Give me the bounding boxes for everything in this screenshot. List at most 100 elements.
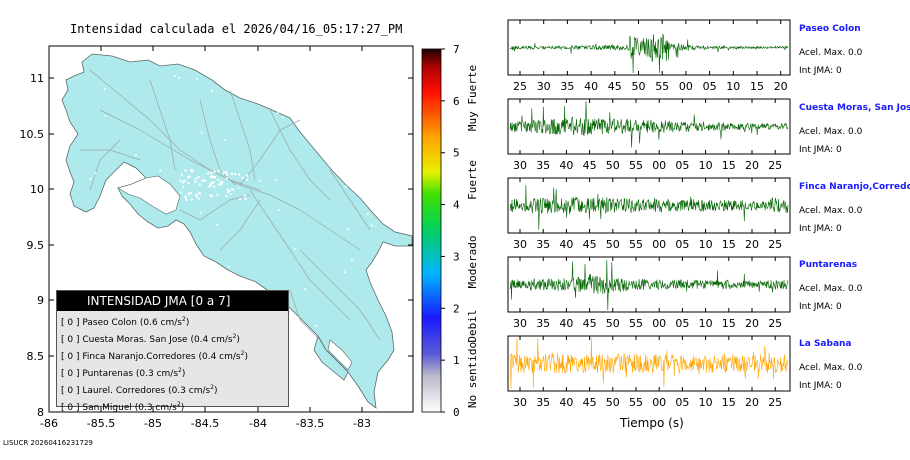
station-name: Paseo Colon (799, 24, 861, 34)
city-dot (226, 188, 229, 191)
osa-peninsula (313, 334, 349, 381)
time-tick-label: 05 (675, 317, 689, 330)
city-dot (203, 179, 206, 182)
footer-id: LISUCR 20260416231729 (3, 439, 93, 447)
seismogram-trace (509, 185, 789, 230)
city-dot (243, 194, 247, 197)
city-dot (185, 198, 188, 201)
city-dot (182, 181, 185, 184)
station-max-acceleration: Acel. Max. 0.0 (799, 206, 863, 216)
time-tick-label: 40 (559, 159, 573, 172)
city-dot (184, 169, 187, 172)
station-jma-intensity: Int JMA: 0 (799, 66, 842, 76)
seismogram-trace (509, 100, 789, 148)
city-dot (231, 188, 234, 191)
lon-tick-label: -83 (353, 417, 371, 430)
legend-value: (0.3 cm/s (168, 386, 211, 396)
time-tick-label: 30 (513, 238, 527, 251)
city-dot (199, 211, 202, 214)
station-jma-intensity: Int JMA: 0 (799, 224, 842, 234)
city-dot (213, 175, 217, 179)
time-tick-label: 45 (583, 396, 597, 409)
city-dot (350, 258, 353, 261)
lon-tick-label: -83.5 (296, 417, 324, 430)
station-name: Cuesta Moras, San Jose (799, 103, 910, 113)
golfo-dulce (327, 339, 353, 371)
station-max-acceleration: Acel. Max. 0.0 (799, 127, 863, 137)
city-dot (245, 178, 249, 181)
time-tick-label: 45 (583, 159, 597, 172)
time-tick-label: 05 (703, 80, 717, 93)
legend-station: Paseo Colon (82, 318, 137, 328)
colorbar-tick-label: 5 (453, 147, 460, 160)
colorbar-category-label: Moderado (466, 236, 479, 289)
legend-unit-exponent: 2 (182, 316, 186, 323)
city-dot (347, 228, 350, 231)
colorbar-category-label: No sentido (466, 342, 479, 408)
city-dot (228, 189, 231, 193)
seismogram-trace (509, 337, 789, 390)
city-dot (187, 192, 190, 195)
city-dot (103, 88, 106, 91)
city-dot (225, 173, 229, 176)
city-dot (94, 172, 97, 175)
city-dot (344, 185, 347, 188)
lat-tick-label: 8.5 (27, 350, 45, 363)
city-dot (208, 185, 211, 188)
city-dot (188, 175, 191, 178)
city-dot (258, 179, 261, 182)
time-tick-label: 30 (513, 159, 527, 172)
time-tick-label: 45 (583, 238, 597, 251)
city-dot (214, 275, 217, 278)
legend-close: ) (236, 335, 240, 345)
time-tick-label: 30 (513, 396, 527, 409)
lon-tick-label: -85.5 (87, 417, 115, 430)
x-axis-label: Tiempo (s) (620, 416, 684, 430)
legend-level: [ 0 ] (61, 369, 80, 379)
city-dot (225, 177, 229, 180)
city-dot (182, 185, 185, 188)
city-dot (134, 253, 137, 256)
city-dot (276, 112, 279, 115)
time-tick-label: 15 (750, 80, 764, 93)
city-dot (139, 216, 141, 219)
city-dot (183, 179, 186, 182)
time-tick-label: 30 (537, 80, 551, 93)
time-tick-label: 20 (745, 317, 759, 330)
time-tick-label: 40 (559, 396, 573, 409)
time-tick-label: 20 (745, 159, 759, 172)
city-dot (179, 191, 182, 194)
city-dot (87, 237, 90, 240)
station-name: La Sabana (799, 339, 852, 349)
city-dot (215, 223, 218, 226)
legend-close: ) (181, 369, 186, 379)
time-tick-label: 25 (768, 396, 782, 409)
legend-level: [ 0 ] (61, 318, 80, 328)
lat-tick-label: 10 (30, 183, 44, 196)
legend-row: [ 0 ] Paseo Colon (0.6 cm/s2) (57, 311, 288, 328)
lat-tick-label: 8 (37, 406, 44, 419)
seismogram-panels: 25 30 35 40 45 50 55 00 05 10 15 20 30 35 40 45 50 55 00 05… (507, 19, 791, 409)
city-dot (210, 171, 213, 174)
time-tick-label: 00 (652, 159, 666, 172)
city-dot (173, 75, 176, 77)
time-tick-label: 35 (536, 396, 550, 409)
legend-title: INTENSIDAD JMA [0 a 7] (57, 291, 288, 311)
city-dot (230, 172, 234, 176)
city-dot (328, 118, 331, 121)
legend-value: (0.3 cm/s (134, 403, 177, 413)
city-dot (210, 174, 213, 177)
city-dot (237, 173, 241, 176)
station-max-acceleration: Acel. Max. 0.0 (799, 284, 863, 294)
time-tick-label: 20 (745, 396, 759, 409)
time-tick-label: 45 (608, 80, 622, 93)
time-tick-label: 05 (675, 396, 689, 409)
time-tick-label: 50 (632, 80, 646, 93)
city-dot (225, 194, 228, 198)
city-dot (189, 192, 192, 195)
city-dot (245, 174, 249, 177)
colorbar-category-label: Debil (466, 309, 479, 342)
legend-station: Laurel. Corredores (82, 386, 166, 396)
seismogram-panel: 30 35 40 45 50 55 00 05 10 15 20 25 (507, 98, 791, 172)
time-tick-label: 10 (699, 317, 713, 330)
